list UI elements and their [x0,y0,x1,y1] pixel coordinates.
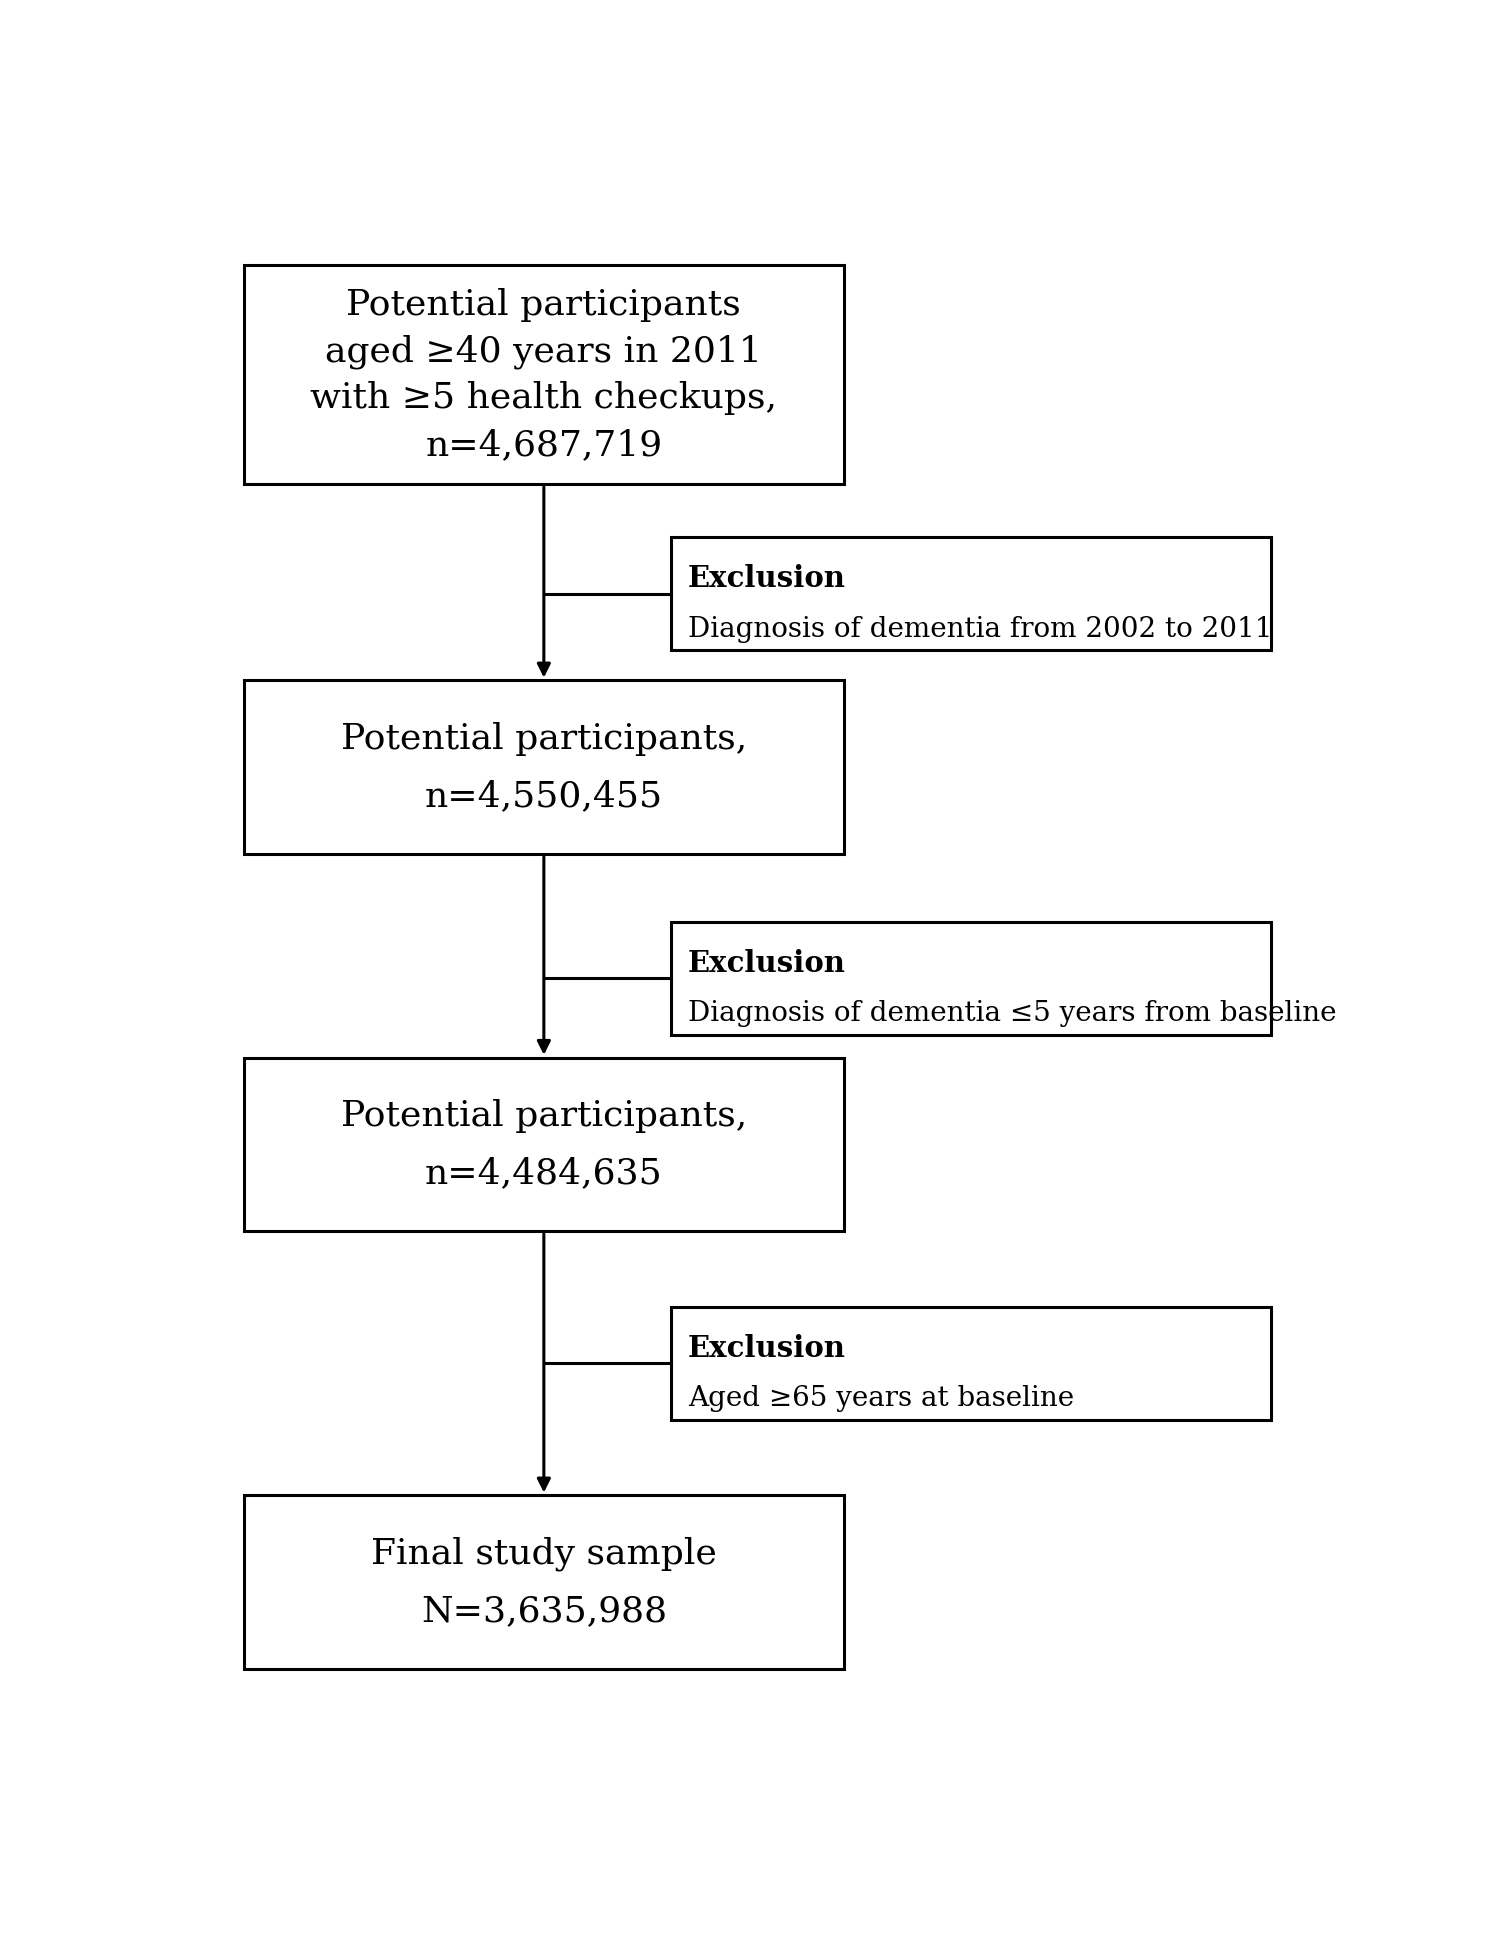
Text: Exclusion: Exclusion [688,949,846,978]
Text: Exclusion: Exclusion [688,1335,846,1362]
Text: Exclusion: Exclusion [688,564,846,594]
Text: n=4,550,455: n=4,550,455 [424,778,663,813]
FancyBboxPatch shape [244,680,844,855]
FancyBboxPatch shape [244,265,844,484]
FancyBboxPatch shape [670,921,1272,1035]
Text: Potential participants: Potential participants [347,288,742,321]
Text: aged ≥40 years in 2011: aged ≥40 years in 2011 [326,333,762,368]
FancyBboxPatch shape [670,537,1272,651]
FancyBboxPatch shape [244,1058,844,1231]
Text: with ≥5 health checkups,: with ≥5 health checkups, [310,380,777,416]
Text: Potential participants,: Potential participants, [341,721,747,755]
Text: Potential participants,: Potential participants, [341,1100,747,1133]
Text: Diagnosis of dementia from 2002 to 2011: Diagnosis of dementia from 2002 to 2011 [688,615,1273,643]
Text: Final study sample: Final study sample [371,1537,716,1570]
Text: Aged ≥65 years at baseline: Aged ≥65 years at baseline [688,1386,1074,1413]
Text: N=3,635,988: N=3,635,988 [421,1593,667,1629]
Text: n=4,687,719: n=4,687,719 [426,427,663,463]
FancyBboxPatch shape [244,1495,844,1670]
Text: n=4,484,635: n=4,484,635 [424,1156,663,1190]
Text: Diagnosis of dementia ≤5 years from baseline: Diagnosis of dementia ≤5 years from base… [688,1000,1337,1027]
FancyBboxPatch shape [670,1307,1272,1419]
